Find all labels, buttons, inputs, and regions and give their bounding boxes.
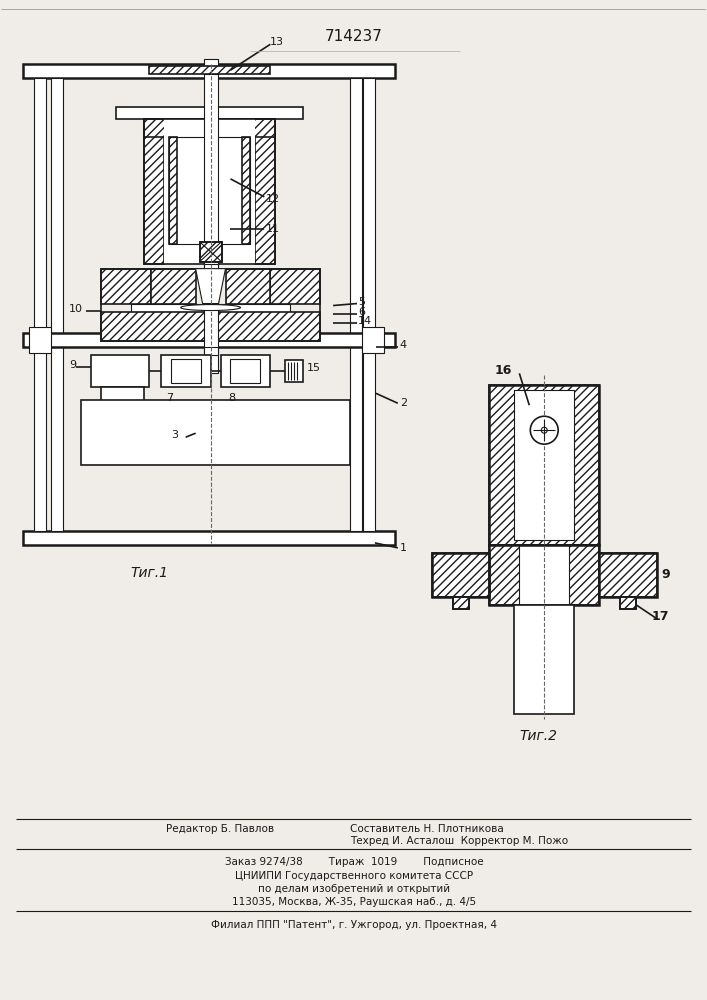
Bar [204,347,218,355]
Bar [243,137,250,244]
Text: 6: 6 [358,307,365,317]
Bar [350,78,362,531]
Text: 14: 14 [358,316,372,326]
Bar [432,553,489,597]
Circle shape [542,427,547,433]
Bar [432,553,489,597]
Bar [599,553,657,597]
Ellipse shape [181,305,240,311]
Polygon shape [196,269,226,304]
Text: 3: 3 [170,430,177,440]
Text: Техред И. Асталош  Корректор М. Пожо: Техред И. Асталош Корректор М. Пожо [350,836,568,846]
Text: Редактор Б. Павлов: Редактор Б. Павлов [165,824,274,834]
Text: 11: 11 [265,224,279,234]
Bar [51,78,63,531]
Text: Заказ 9274/38        Тираж  1019        Подписное: Заказ 9274/38 Тираж 1019 Подписное [225,857,484,867]
Text: 4: 4 [400,340,407,350]
Text: 113035, Москва, Ж-35, Раушская наб., д. 4/5: 113035, Москва, Ж-35, Раушская наб., д. … [232,897,476,907]
Bar [620,597,636,609]
Bar [270,269,320,304]
Bar [489,545,599,605]
Text: ЦНИИПИ Государственного комитета СССР: ЦНИИПИ Государственного комитета СССР [235,871,473,881]
Bar [144,119,164,264]
Bar [452,597,469,609]
Circle shape [530,416,559,444]
Bar [362,327,384,353]
Bar [148,66,270,74]
Bar [452,597,469,609]
Bar [363,78,375,531]
Bar [151,269,196,304]
Text: 10: 10 [69,304,83,314]
Bar [255,119,275,264]
Bar [81,400,350,465]
Text: по делам изобретений и открытий: по делам изобретений и открытий [258,884,450,894]
Bar [515,605,574,714]
Text: 9: 9 [69,360,76,370]
Bar [620,597,636,609]
Bar [101,387,144,407]
Bar [489,385,599,545]
Bar [34,78,46,531]
Text: 13: 13 [270,37,284,47]
Bar [599,553,657,597]
Bar [101,312,320,341]
Bar [164,119,255,264]
Bar [199,242,221,262]
Bar [131,304,291,312]
Bar [221,355,270,387]
Text: 8: 8 [228,393,235,403]
Bar [515,390,574,540]
Bar [160,355,211,387]
Text: Филиал ППП "Патент", г. Ужгород, ул. Проектная, 4: Филиал ППП "Патент", г. Ужгород, ул. Про… [211,920,497,930]
Bar [101,269,151,304]
Text: Составитель Н. Плотникова: Составитель Н. Плотникова [350,824,504,834]
Text: 5: 5 [358,297,365,307]
Bar [285,360,303,382]
Bar [91,355,148,387]
Bar [204,59,218,74]
Bar [23,531,395,545]
Text: 2: 2 [400,398,407,408]
Bar [489,545,599,605]
Text: 12: 12 [265,194,279,204]
Text: Τиг.1: Τиг.1 [131,566,169,580]
Bar [23,333,395,347]
Bar [144,119,275,137]
Bar [116,107,303,119]
Text: Τиг.2: Τиг.2 [520,729,557,743]
Text: 16: 16 [494,364,512,377]
Bar [204,264,218,373]
Bar [144,119,275,264]
Text: 9: 9 [662,568,670,581]
Text: 17: 17 [652,610,670,623]
Bar [520,545,569,605]
Bar [169,137,250,244]
Text: 15: 15 [307,363,321,373]
Text: 7: 7 [165,393,173,403]
Text: 1: 1 [400,543,407,553]
Bar [170,359,201,383]
Bar [29,327,51,353]
Bar [199,242,221,262]
Bar [204,74,218,333]
Bar [226,269,270,304]
Text: 714237: 714237 [325,29,383,44]
Bar [23,64,395,78]
Bar [230,359,260,383]
Bar [101,269,320,341]
Bar [169,137,177,244]
Bar [489,385,599,545]
